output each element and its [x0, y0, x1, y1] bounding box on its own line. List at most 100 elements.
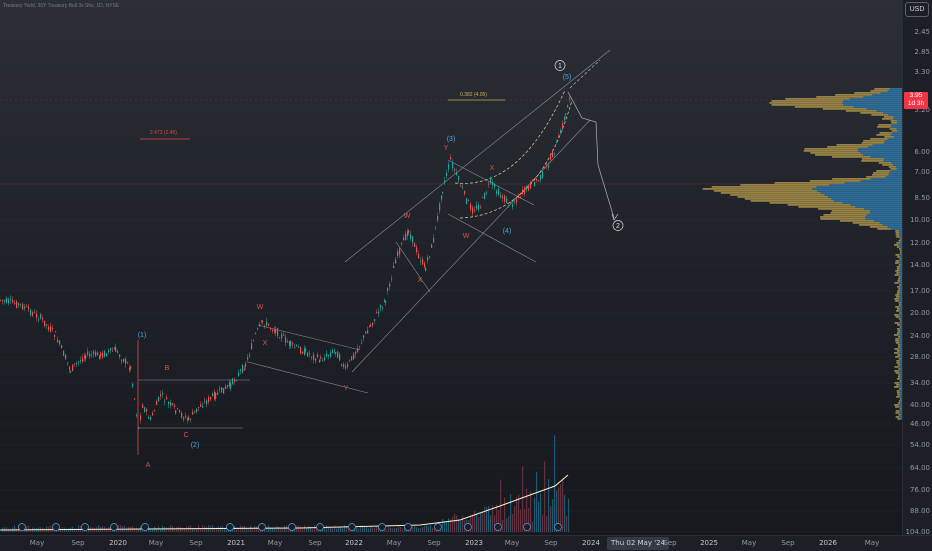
- volume-bar: [386, 528, 388, 532]
- volume-bar: [310, 526, 312, 532]
- candle-body: [500, 195, 502, 198]
- chart-pane[interactable]: 2.473 (2.45) 0.382 (4.05) (1) A B C (2) W X Y W X…: [0, 0, 902, 535]
- volume-profile-bar: [897, 286, 900, 288]
- volume-bar: [342, 528, 344, 532]
- volume-bars: [2, 435, 570, 532]
- volume-bar: [298, 525, 300, 532]
- dividend-marker[interactable]: [18, 523, 26, 531]
- volume-profile-bar: [870, 178, 902, 180]
- volume-profile-bar: [899, 238, 901, 240]
- dividend-marker[interactable]: [288, 523, 296, 531]
- volume-profile-bar: [901, 252, 902, 254]
- volume-profile-bar: [898, 270, 902, 272]
- volume-bar: [486, 506, 488, 532]
- volume-profile-bar: [899, 232, 902, 234]
- volume-profile-bar: [900, 248, 902, 250]
- dividend-marker[interactable]: [378, 523, 386, 531]
- candle-body: [427, 257, 429, 261]
- dividend-marker[interactable]: [258, 523, 266, 531]
- candle-body: [104, 351, 106, 357]
- volume-profile-bar: [890, 170, 902, 172]
- dividend-marker[interactable]: [141, 523, 149, 531]
- dividend-marker[interactable]: [434, 523, 442, 531]
- dividend-marker[interactable]: [404, 523, 412, 531]
- dividend-marker[interactable]: [226, 523, 234, 531]
- candle-body: [74, 363, 76, 365]
- volume-profile-bar: [899, 378, 902, 380]
- volume-profile-bar: [899, 290, 902, 292]
- candle-body: [355, 351, 357, 354]
- dividend-marker[interactable]: [464, 523, 472, 531]
- time-tick: May: [267, 539, 283, 547]
- volume-profile-bar: [899, 308, 902, 310]
- dividend-marker[interactable]: [554, 523, 562, 531]
- price-axis[interactable]: 2.45 2.85 3.30 5.20 6.00 7.00 8.50 10.00 12.00 14…: [902, 0, 932, 536]
- candle-body: [202, 406, 204, 408]
- volume-profile-bar: [894, 348, 899, 350]
- currency-button[interactable]: USD: [905, 2, 929, 17]
- volume-bar: [168, 527, 170, 532]
- volume-bar: [546, 516, 548, 532]
- candle-body: [10, 298, 12, 300]
- volume-bar: [538, 501, 540, 532]
- wave-label: (1): [138, 332, 147, 339]
- volume-bar: [272, 528, 274, 532]
- dividend-marker[interactable]: [81, 523, 89, 531]
- dividend-marker[interactable]: [494, 523, 502, 531]
- volume-profile-bar: [898, 368, 901, 370]
- price-chart[interactable]: 2.473 (2.45) 0.382 (4.05) (1) A B C(2) W X Y W X…: [0, 0, 902, 535]
- volume-profile-bar: [898, 240, 901, 242]
- dividend-marker[interactable]: [110, 523, 118, 531]
- volume-bar: [522, 466, 524, 532]
- volume-profile-bar: [822, 108, 867, 110]
- volume-bar: [336, 528, 338, 532]
- volume-profile-bar: [882, 224, 902, 226]
- candle-body: [528, 185, 530, 191]
- dividend-marker[interactable]: [523, 523, 531, 531]
- candle-body: [330, 352, 332, 357]
- candle-body: [69, 367, 71, 370]
- volume-bar: [242, 526, 244, 532]
- dividend-marker[interactable]: [316, 523, 324, 531]
- volume-bar: [540, 493, 542, 532]
- candle-body: [214, 391, 216, 400]
- candle-body: [516, 199, 518, 203]
- volume-bar: [252, 528, 254, 532]
- volume-profile-bar: [899, 260, 902, 262]
- volume-profile-bar: [898, 376, 901, 378]
- volume-bar: [446, 521, 448, 532]
- volume-bar: [370, 526, 372, 532]
- volume-bar: [512, 513, 514, 532]
- volume-bar: [238, 528, 240, 532]
- event-markers[interactable]: [18, 523, 562, 531]
- candle-body: [474, 210, 476, 212]
- volume-profile-bar: [816, 186, 902, 188]
- volume-profile-bar: [890, 168, 897, 170]
- volume-bar: [504, 497, 506, 532]
- time-tick: Sep: [544, 539, 558, 547]
- last-price-countdown: 1d 3h: [907, 100, 925, 107]
- volume-profile-bar: [897, 130, 902, 132]
- candle-body: [353, 353, 355, 360]
- volume-profile-bar: [899, 416, 902, 418]
- candle-body: [215, 392, 217, 399]
- volume-bar: [360, 525, 362, 532]
- volume-profile-bar: [880, 92, 902, 94]
- candle-body: [536, 178, 538, 181]
- candle-body: [112, 350, 114, 352]
- volume-profile-bar: [823, 214, 867, 216]
- candle-body: [14, 302, 16, 304]
- volume-profile-bar: [899, 250, 902, 252]
- time-axis[interactable]: Thu 02 May '24 May Sep 2020 May Sep 2021 May Se…: [0, 535, 932, 551]
- candle-body: [494, 184, 496, 188]
- volume-profile-bar: [887, 138, 902, 140]
- candle-body: [245, 363, 247, 367]
- dividend-marker[interactable]: [348, 523, 356, 531]
- volume-profile-bar: [898, 276, 901, 278]
- volume-bar: [44, 528, 46, 532]
- volume-bar: [220, 526, 222, 532]
- volume-profile-bar: [895, 410, 900, 412]
- dividend-marker[interactable]: [52, 523, 60, 531]
- candle-body: [232, 378, 234, 384]
- volume-profile-bar: [839, 220, 875, 222]
